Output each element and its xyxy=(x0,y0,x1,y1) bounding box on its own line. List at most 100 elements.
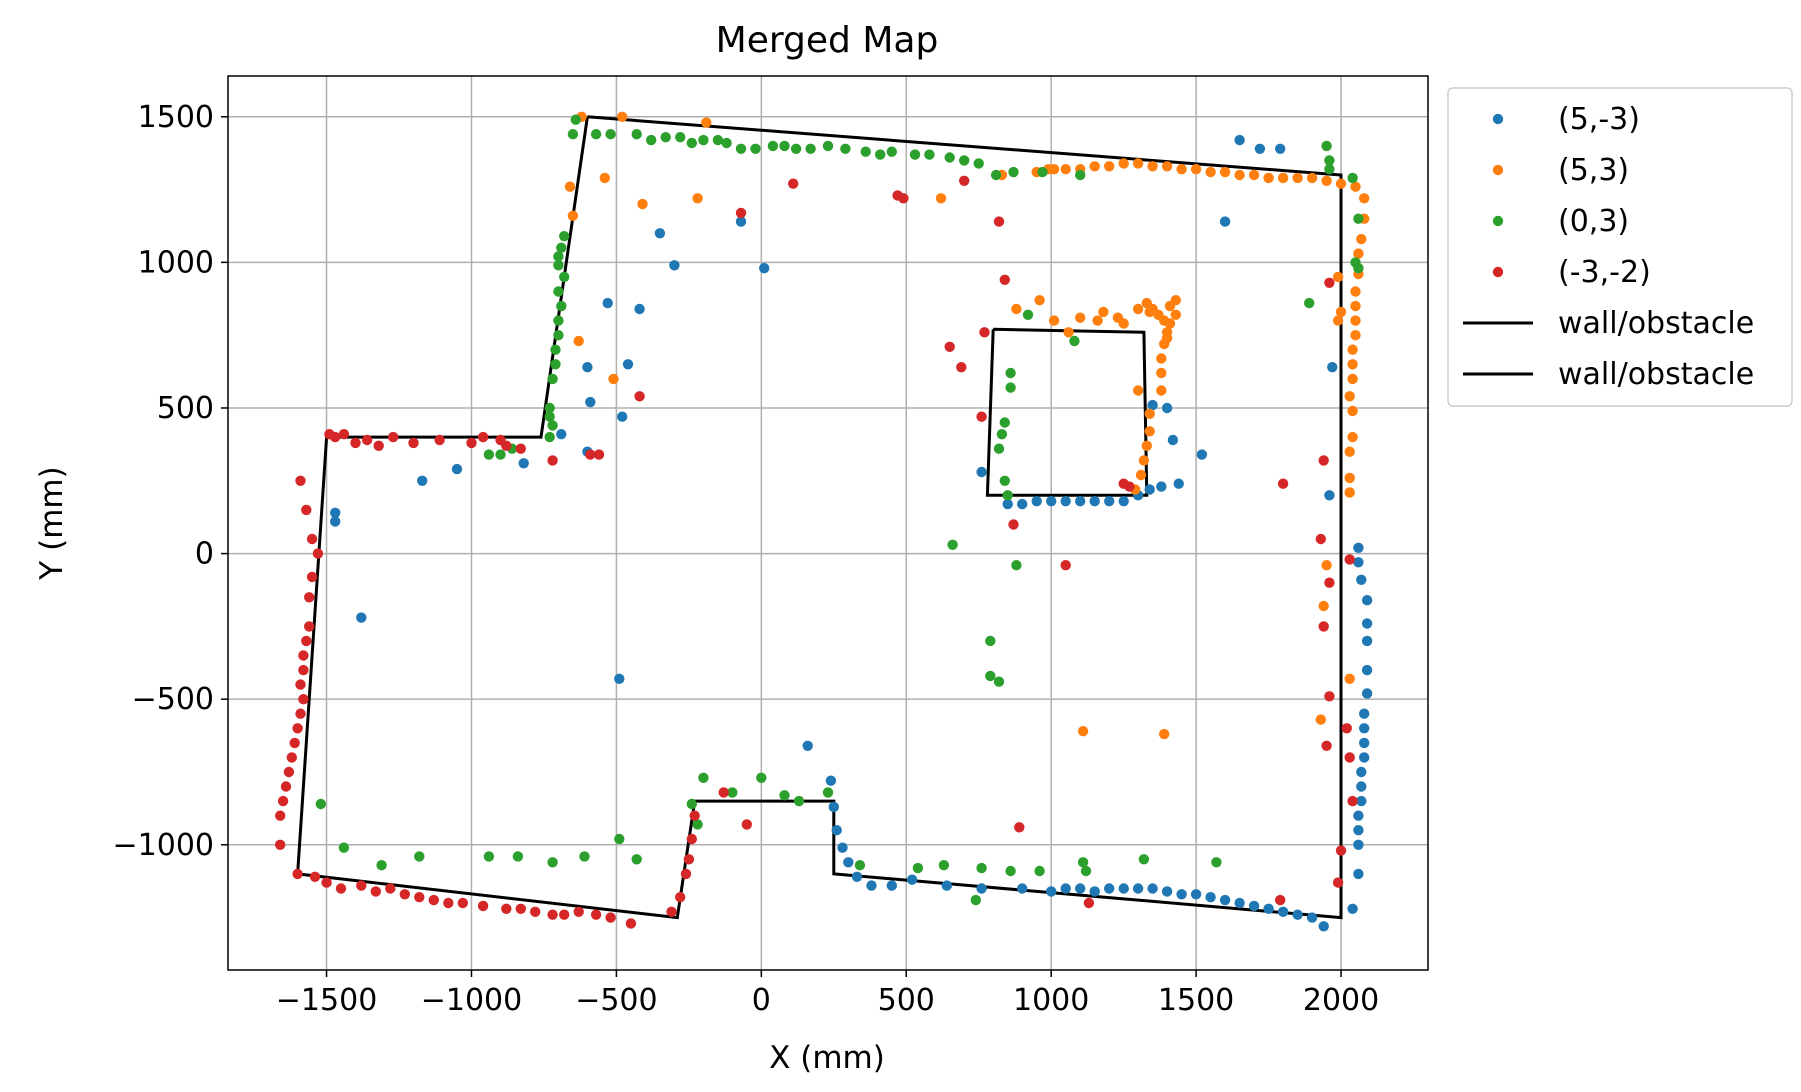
data-point xyxy=(1190,164,1202,175)
data-point xyxy=(547,909,558,920)
data-point xyxy=(959,175,970,186)
data-point xyxy=(779,790,790,801)
data-point xyxy=(802,740,813,751)
data-point xyxy=(1063,327,1074,338)
data-point xyxy=(1344,391,1355,402)
data-point xyxy=(1359,737,1370,749)
data-point xyxy=(1335,178,1347,189)
plot-frame xyxy=(227,75,1429,971)
data-point xyxy=(1318,621,1329,632)
data-point xyxy=(1046,886,1057,897)
data-point xyxy=(1321,175,1332,186)
data-point xyxy=(356,612,367,623)
data-point xyxy=(1356,781,1367,792)
data-point xyxy=(1156,367,1167,379)
data-point xyxy=(1324,691,1335,702)
walls-layer xyxy=(296,115,1343,920)
data-point xyxy=(388,431,399,443)
data-point xyxy=(675,892,686,903)
data-point xyxy=(1132,883,1144,894)
data-point xyxy=(686,833,697,845)
data-point xyxy=(330,516,341,527)
data-point xyxy=(973,158,984,169)
data-point xyxy=(1361,635,1373,647)
data-point xyxy=(1324,277,1335,288)
data-point xyxy=(1118,158,1129,169)
data-point xyxy=(1318,600,1329,612)
data-point xyxy=(1306,172,1318,184)
data-point xyxy=(530,906,541,917)
data-point xyxy=(1167,434,1179,446)
x-tick-label: 500 xyxy=(878,983,935,1018)
data-point xyxy=(1164,318,1176,329)
data-point xyxy=(1104,161,1115,172)
data-point xyxy=(1359,752,1370,763)
data-point xyxy=(309,871,321,882)
data-point xyxy=(683,854,695,865)
data-point xyxy=(976,466,987,478)
data-point xyxy=(312,548,324,559)
data-point xyxy=(1318,455,1329,466)
data-point xyxy=(304,621,315,632)
data-point xyxy=(680,868,692,880)
data-point xyxy=(275,810,286,821)
x-ticks: −1500 −1000 −500 0 500 1000 1500 2000 xyxy=(276,970,1379,1018)
y-tick-label: 1500 xyxy=(138,100,214,135)
x-axis-label: X (mm) xyxy=(769,1040,885,1076)
data-point xyxy=(1161,332,1173,344)
x-tick-label: 1500 xyxy=(1158,983,1234,1018)
series-0 xyxy=(330,134,1373,932)
data-point xyxy=(999,475,1010,486)
data-point xyxy=(1124,481,1135,492)
data-point xyxy=(1069,335,1080,347)
data-point xyxy=(466,437,477,449)
data-point xyxy=(692,819,703,830)
data-point xyxy=(599,172,610,184)
data-point xyxy=(1350,330,1361,341)
data-point xyxy=(996,429,1008,440)
data-point xyxy=(373,440,384,451)
data-point xyxy=(1159,728,1170,740)
data-point xyxy=(590,129,602,140)
data-point xyxy=(938,860,950,871)
data-point xyxy=(1356,795,1367,807)
data-point xyxy=(886,880,897,891)
data-point xyxy=(1292,909,1303,920)
legend-label: wall/obstacle xyxy=(1558,306,1754,341)
data-point xyxy=(1361,688,1373,699)
data-point xyxy=(298,650,309,661)
data-point xyxy=(605,912,616,923)
y-tick-label: −1000 xyxy=(113,828,214,863)
data-point xyxy=(999,417,1010,428)
x-tick-label: −1000 xyxy=(421,983,522,1018)
data-point xyxy=(1080,865,1092,877)
data-point xyxy=(1075,883,1086,894)
legend-marker xyxy=(1492,266,1504,278)
data-point xyxy=(553,286,564,297)
data-point xyxy=(477,900,489,912)
data-point xyxy=(428,894,439,906)
legend-label: (0,3) xyxy=(1558,204,1629,239)
data-point xyxy=(1017,498,1028,510)
data-point xyxy=(970,894,981,906)
data-point xyxy=(788,178,799,189)
data-point xyxy=(993,443,1005,454)
data-point xyxy=(1098,306,1109,318)
data-point xyxy=(1324,577,1335,588)
data-point xyxy=(701,117,712,128)
data-point xyxy=(295,679,306,690)
data-point xyxy=(376,860,387,871)
data-point xyxy=(886,146,897,157)
data-point xyxy=(1335,306,1347,318)
data-point xyxy=(1008,166,1019,178)
data-point xyxy=(1321,560,1332,571)
data-point xyxy=(669,260,680,271)
data-point xyxy=(822,787,834,798)
data-point xyxy=(976,883,987,894)
data-point xyxy=(935,193,947,204)
data-point xyxy=(1046,496,1057,507)
data-point xyxy=(1347,431,1358,443)
data-point xyxy=(1092,315,1103,326)
data-point xyxy=(1002,490,1013,501)
data-point xyxy=(634,303,645,315)
